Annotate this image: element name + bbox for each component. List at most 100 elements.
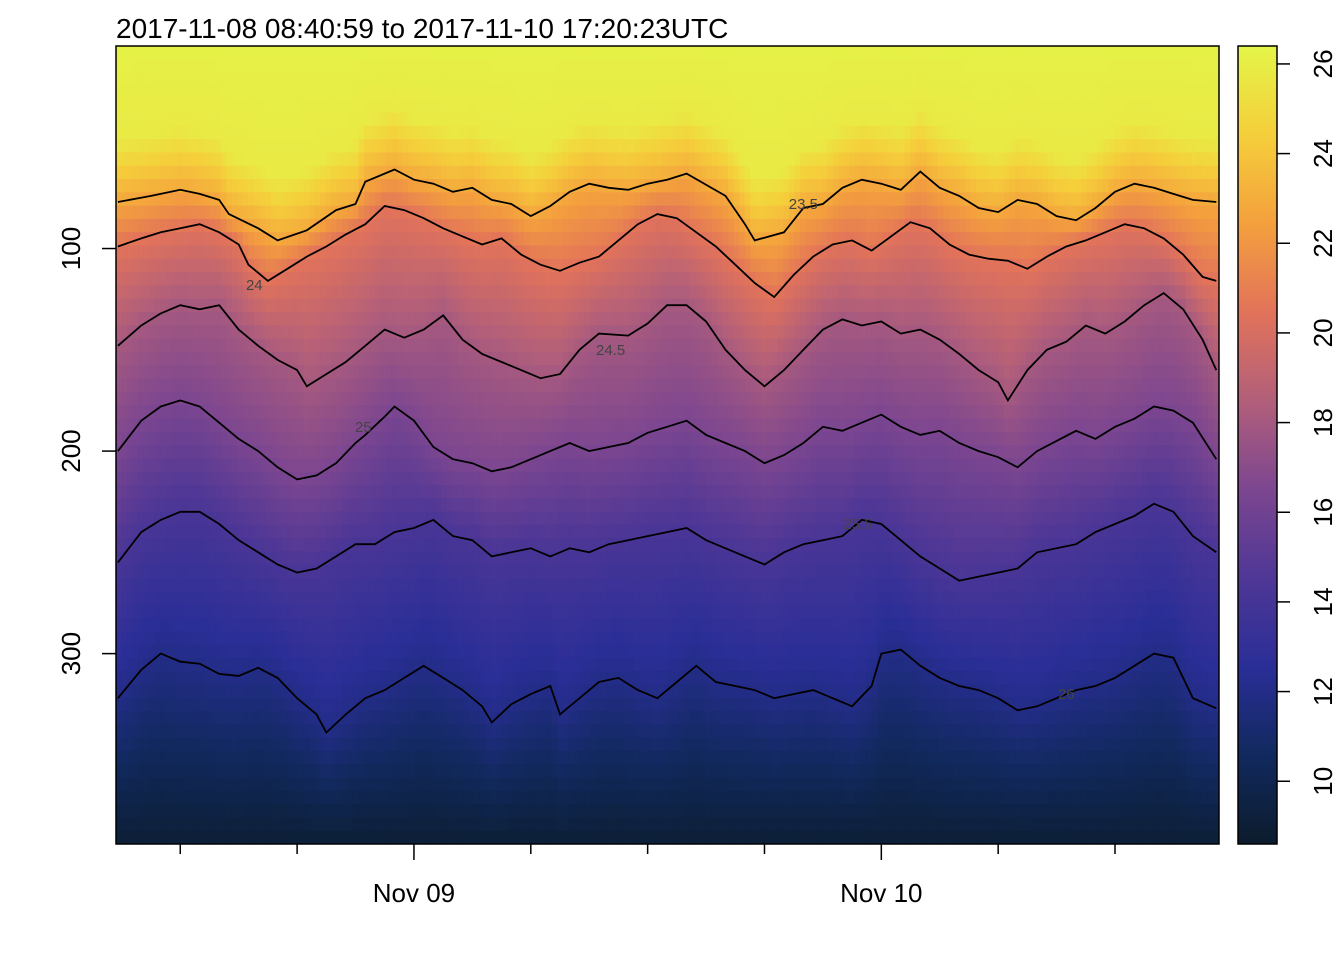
heatmap-cell	[546, 272, 553, 286]
heatmap-cell	[286, 591, 294, 606]
heatmap-cell	[237, 245, 244, 260]
heatmap-cell	[535, 365, 542, 380]
heatmap-cell	[259, 152, 266, 167]
heatmap-cell	[441, 232, 448, 247]
heatmap-cell	[380, 418, 387, 433]
heatmap-cell	[435, 724, 442, 739]
heatmap-cell	[474, 804, 481, 818]
heatmap-cell	[193, 378, 200, 393]
heatmap-cell	[264, 272, 272, 286]
heatmap-cell	[485, 218, 492, 233]
heatmap-cell	[292, 179, 299, 193]
heatmap-cell	[513, 538, 520, 552]
heatmap-cell	[215, 750, 222, 765]
heatmap-cell	[557, 46, 564, 60]
heatmap-cell	[513, 431, 520, 446]
heatmap-cell	[154, 405, 161, 419]
heatmap-cell	[237, 671, 244, 685]
heatmap-cell	[342, 804, 349, 818]
heatmap-cell	[375, 817, 382, 832]
heatmap-cell	[149, 72, 156, 87]
heatmap-cell	[518, 205, 525, 220]
heatmap-cell	[292, 46, 299, 60]
heatmap-cell	[325, 604, 332, 619]
heatmap-cell	[187, 365, 194, 380]
heatmap-cell	[220, 59, 227, 74]
heatmap-cell	[320, 165, 327, 180]
heatmap-cell	[452, 272, 459, 286]
heatmap-cell	[259, 139, 266, 153]
heatmap-cell	[524, 258, 531, 273]
heatmap-cell	[242, 192, 249, 207]
heatmap-cell	[568, 405, 575, 419]
heatmap-cell	[193, 192, 200, 207]
heatmap-cell	[149, 85, 156, 100]
heatmap-cell	[264, 604, 272, 619]
heatmap-cell	[220, 737, 227, 752]
heatmap-cell	[491, 245, 498, 260]
heatmap-cell	[369, 511, 376, 526]
heatmap-cell	[507, 551, 514, 566]
heatmap-cell	[298, 524, 305, 539]
heatmap-cell	[127, 551, 134, 566]
heatmap-cell	[336, 365, 343, 380]
heatmap-cell	[446, 165, 454, 180]
heatmap-cell	[347, 232, 354, 247]
heatmap-cell	[507, 192, 514, 207]
heatmap-cell	[408, 684, 415, 699]
heatmap-cell	[314, 445, 321, 459]
heatmap-cell	[441, 218, 448, 233]
heatmap-cell	[132, 764, 139, 779]
heatmap-cell	[408, 179, 415, 193]
heatmap-cell	[220, 298, 227, 313]
heatmap-cell	[259, 804, 266, 818]
heatmap-cell	[226, 125, 233, 140]
heatmap-cell	[259, 684, 266, 699]
heatmap-cell	[546, 790, 553, 805]
heatmap-cell	[270, 484, 277, 499]
heatmap-cell	[435, 764, 442, 779]
heatmap-cell	[176, 538, 183, 552]
heatmap-cell	[193, 711, 200, 725]
heatmap-cell	[491, 179, 498, 193]
heatmap-cell	[342, 711, 349, 725]
heatmap-cell	[540, 431, 547, 446]
heatmap-cell	[529, 471, 536, 486]
heatmap-cell	[485, 245, 492, 260]
heatmap-cell	[286, 564, 294, 579]
heatmap-cell	[248, 631, 255, 646]
heatmap-cell	[171, 471, 178, 486]
heatmap-cell	[160, 777, 167, 792]
heatmap-cell	[402, 604, 409, 619]
heatmap-cell	[540, 218, 547, 233]
heatmap-cell	[419, 139, 426, 153]
heatmap-cell	[347, 85, 354, 100]
heatmap-cell	[204, 484, 211, 499]
heatmap-cell	[446, 790, 454, 805]
heatmap-cell	[529, 338, 536, 353]
heatmap-cell	[419, 378, 426, 393]
heatmap-cell	[220, 830, 227, 844]
heatmap-cell	[116, 671, 123, 685]
heatmap-cell	[138, 258, 145, 273]
heatmap-cell	[463, 657, 470, 672]
heatmap-cell	[568, 631, 575, 646]
heatmap-cell	[182, 644, 189, 659]
heatmap-cell	[336, 245, 343, 260]
heatmap-cell	[320, 365, 327, 380]
heatmap-cell	[253, 631, 260, 646]
heatmap-cell	[215, 830, 222, 844]
heatmap-cell	[165, 604, 172, 619]
heatmap-cell	[342, 617, 349, 632]
heatmap-cell	[198, 578, 205, 592]
heatmap-cell	[557, 245, 564, 260]
heatmap-cell	[215, 484, 222, 499]
heatmap-cell	[292, 325, 299, 340]
heatmap-cell	[171, 511, 178, 526]
heatmap-cell	[546, 338, 553, 353]
heatmap-cell	[281, 750, 288, 765]
heatmap-cell	[298, 139, 305, 153]
heatmap-cell	[524, 471, 531, 486]
heatmap-cell	[270, 445, 277, 459]
heatmap-cell	[507, 777, 514, 792]
